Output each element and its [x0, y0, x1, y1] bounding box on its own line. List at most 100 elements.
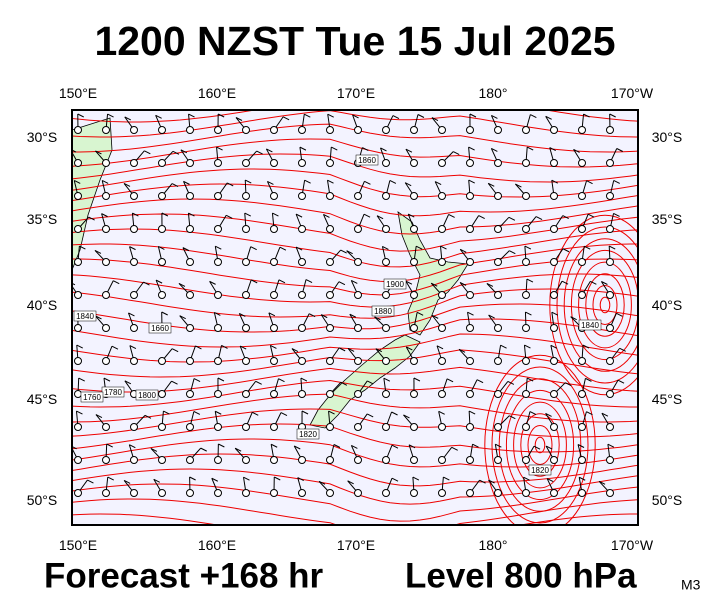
barb-station — [578, 357, 586, 365]
barb-station — [382, 324, 390, 332]
longitude-label-top: 150°E — [59, 85, 97, 101]
barb-station — [130, 126, 138, 134]
barb-flag — [549, 147, 556, 152]
barb-flag — [72, 282, 76, 286]
barb-flag — [526, 278, 534, 283]
barb-station — [578, 159, 586, 167]
barb-flag — [161, 311, 168, 316]
barb-station — [214, 456, 222, 464]
barb-flag — [95, 315, 102, 320]
barb-station — [242, 291, 250, 299]
barb-flag — [272, 212, 279, 217]
barb-station — [214, 489, 222, 497]
barb-station — [158, 423, 166, 431]
barb-flag — [217, 377, 225, 382]
low-contour — [513, 401, 567, 489]
barb-flag — [188, 113, 195, 118]
barb-station — [466, 489, 474, 497]
barb-station — [466, 324, 474, 332]
barb-station — [158, 291, 166, 299]
barb-flag — [448, 213, 455, 218]
barb-flag — [280, 412, 288, 417]
barb-flag — [523, 476, 530, 481]
contour-label-box — [148, 322, 172, 334]
barb-flag — [129, 246, 136, 251]
barb-flag — [495, 443, 502, 448]
barb-station — [326, 423, 334, 431]
contour-label: 1780 — [104, 388, 122, 397]
contour-label: 1820 — [531, 466, 549, 475]
barb-flag — [239, 345, 247, 350]
barb-station — [494, 192, 502, 200]
barb-flag — [573, 148, 580, 153]
barb-station — [522, 489, 530, 497]
barb-station — [270, 192, 278, 200]
barb-station — [550, 225, 558, 233]
barb-flag — [515, 183, 522, 188]
barb-flag — [468, 410, 476, 415]
barb-flag — [87, 479, 94, 484]
barb-flag — [363, 213, 371, 218]
longitude-label-top: 170°W — [611, 85, 654, 101]
barb-station — [438, 192, 446, 200]
contour-label-box — [355, 154, 379, 166]
barb-station — [606, 324, 614, 332]
barb-station — [102, 126, 110, 134]
barb-flag — [479, 479, 486, 484]
barb-station — [326, 192, 334, 200]
barb-flag — [268, 312, 276, 317]
low-contour — [585, 273, 625, 337]
barb-flag — [250, 279, 258, 284]
barb-station — [410, 291, 418, 299]
barb-station — [102, 357, 110, 365]
barb-station — [522, 192, 530, 200]
barb-station — [438, 423, 446, 431]
barb-station — [102, 258, 110, 266]
barb-station — [74, 390, 82, 398]
contour-label-box — [528, 464, 552, 476]
contour-line — [72, 183, 638, 217]
barb-flag — [107, 113, 114, 118]
barb-station — [466, 225, 474, 233]
contour-label: 1900 — [386, 280, 404, 289]
barb-station — [438, 258, 446, 266]
barb-flag — [211, 477, 219, 482]
barb-station — [214, 324, 222, 332]
barb-flag — [607, 443, 615, 448]
barb-station — [606, 456, 614, 464]
barb-station — [270, 324, 278, 332]
barb-station — [186, 126, 194, 134]
barb-flag — [328, 410, 335, 415]
barb-flag — [405, 148, 413, 153]
barb-flag — [245, 179, 252, 184]
barb-flag — [366, 413, 374, 418]
barb-station — [270, 357, 278, 365]
barb-flag — [415, 245, 423, 250]
contour-label: 1660 — [151, 324, 169, 333]
barb-flag — [417, 114, 425, 118]
barb-station — [242, 357, 250, 365]
barb-flag — [279, 246, 287, 251]
barb-flag — [150, 448, 158, 452]
barb-station — [522, 159, 530, 167]
barb-flag — [113, 280, 120, 285]
barb-station — [326, 456, 334, 464]
barb-station — [326, 225, 334, 233]
barb-station — [186, 159, 194, 167]
barb-flag — [468, 179, 475, 184]
barb-flag — [404, 182, 412, 187]
barb-flag — [79, 245, 86, 250]
contour-label: 1820 — [299, 430, 317, 439]
barb-station — [410, 390, 418, 398]
barb-station — [186, 489, 194, 497]
barb-station — [466, 456, 474, 464]
barb-station — [214, 423, 222, 431]
barb-flag — [443, 476, 450, 481]
barb-station — [74, 489, 82, 497]
barb-station — [214, 126, 222, 134]
barb-flag — [617, 379, 625, 384]
longitude-label-top: 180° — [479, 85, 508, 101]
barb-station — [270, 258, 278, 266]
barb-flag — [103, 377, 111, 382]
barb-station — [410, 126, 418, 134]
